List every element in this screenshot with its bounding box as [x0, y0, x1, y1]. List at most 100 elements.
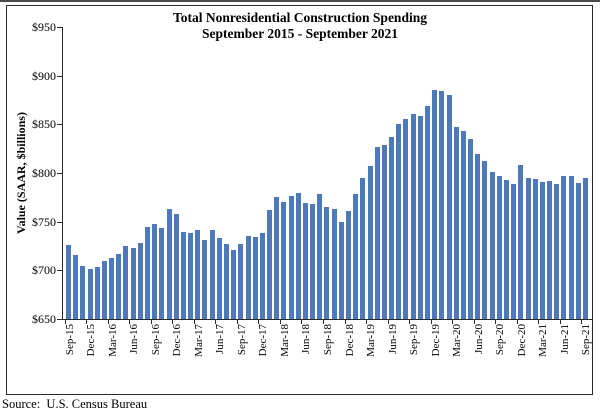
- bar-Apr-17: [202, 240, 208, 319]
- bar-Aug-18: [317, 194, 323, 319]
- x-tick-label: Sep-16: [149, 324, 162, 356]
- x-tick-label: Dec-17: [257, 324, 270, 357]
- bar-Sep-18: [324, 207, 330, 319]
- x-tick-label: Dec-15: [85, 324, 98, 357]
- x-tick: [107, 320, 109, 324]
- x-tick: [129, 320, 131, 324]
- x-tick: [86, 320, 88, 324]
- x-tick: [258, 320, 260, 324]
- bar-Jan-20: [439, 91, 445, 319]
- bar-Apr-21: [547, 180, 553, 319]
- bar-Apr-20: [460, 131, 466, 319]
- bar-May-18: [295, 193, 301, 319]
- bar-Jun-18: [302, 203, 308, 319]
- bar-Aug-19: [403, 119, 409, 319]
- chart-subtitle: September 2015 - September 2021: [202, 26, 398, 41]
- y-tick: [57, 75, 62, 77]
- bar-Jun-21: [561, 175, 567, 319]
- bar-Feb-20: [446, 95, 452, 319]
- bar-Oct-15: [73, 254, 79, 319]
- bar-Feb-18: [274, 197, 280, 319]
- x-tick: [150, 320, 152, 324]
- x-tick-label: Dec-19: [429, 324, 442, 357]
- x-tick-label: Mar-19: [365, 324, 378, 357]
- bar-Dec-18: [346, 210, 352, 319]
- bar-Mar-21: [539, 181, 545, 319]
- y-tick: [57, 319, 62, 320]
- bar-Apr-16: [116, 253, 122, 319]
- x-tick-label: Mar-17: [192, 324, 205, 357]
- bar-Jan-16: [94, 267, 100, 319]
- y-tick: [57, 270, 62, 272]
- bar-Mar-19: [367, 166, 373, 319]
- bar-Dec-15: [87, 269, 93, 319]
- y-axis-line: [62, 27, 63, 319]
- x-tick: [215, 320, 217, 324]
- x-tick-label: Jun-17: [214, 324, 227, 354]
- bar-Feb-16: [101, 260, 107, 319]
- x-tick-label: Mar-18: [278, 324, 291, 357]
- bar-Mar-16: [109, 257, 115, 319]
- bar-Jul-20: [482, 161, 488, 319]
- bar-Jul-16: [137, 243, 143, 319]
- y-tick: [57, 27, 62, 28]
- x-tick-label: Mar-20: [451, 324, 464, 357]
- bar-Jun-20: [475, 153, 481, 319]
- chart-title-block: Total Nonresidential Construction Spendi…: [0, 10, 600, 42]
- bar-Jul-19: [396, 124, 402, 319]
- bar-Apr-18: [288, 196, 294, 319]
- y-tick: [57, 221, 62, 223]
- x-tick: [64, 320, 66, 324]
- y-tick-label: $750: [32, 214, 56, 229]
- bar-Jul-21: [568, 175, 574, 319]
- x-tick-label: Jun-21: [558, 324, 571, 354]
- x-tick: [193, 320, 195, 324]
- bar-Sep-15: [66, 245, 71, 319]
- bar-Dec-16: [173, 213, 179, 319]
- bar-Feb-19: [360, 177, 366, 319]
- bar-Oct-17: [245, 236, 251, 319]
- x-tick: [366, 320, 368, 324]
- x-tick: [172, 320, 174, 324]
- y-tick: [57, 173, 62, 174]
- bar-Aug-17: [231, 249, 237, 319]
- bar-Jan-21: [525, 177, 531, 319]
- y-tick: [57, 124, 62, 126]
- x-tick: [452, 320, 454, 324]
- x-tick-label: Dec-16: [171, 324, 184, 357]
- x-tick-label: Jun-19: [386, 324, 399, 354]
- bar-Mar-17: [195, 230, 201, 319]
- x-tick-label: Mar-21: [537, 324, 550, 357]
- y-tick-label: $900: [32, 68, 56, 83]
- bar-Aug-21: [575, 182, 581, 319]
- bar-Apr-19: [374, 146, 380, 319]
- bar-Dec-20: [518, 165, 524, 319]
- bar-Oct-19: [417, 115, 423, 319]
- x-tick-label: Sep-15: [63, 324, 76, 356]
- bar-Oct-16: [159, 228, 165, 319]
- x-tick: [322, 320, 324, 324]
- x-tick: [516, 320, 518, 324]
- x-tick: [279, 320, 281, 324]
- x-tick-label: Dec-20: [515, 324, 528, 357]
- bar-May-21: [554, 183, 560, 319]
- x-tick-label: Sep-20: [494, 324, 507, 356]
- bar-Nov-18: [338, 221, 344, 319]
- x-tick-label: Dec-18: [343, 324, 356, 357]
- chart-title: Total Nonresidential Construction Spendi…: [173, 10, 427, 25]
- bar-May-20: [468, 138, 474, 319]
- x-tick-label: Sep-18: [321, 324, 334, 356]
- bar-Nov-16: [166, 209, 172, 319]
- bar-Feb-17: [188, 233, 194, 319]
- y-tick-label: $700: [32, 263, 56, 278]
- x-tick-label: Sep-17: [235, 324, 248, 356]
- y-tick-label: $850: [32, 117, 56, 132]
- bar-Sep-21: [582, 177, 588, 319]
- bar-Mar-20: [453, 127, 459, 319]
- x-tick: [495, 320, 497, 324]
- y-tick-label: $650: [32, 312, 56, 326]
- bar-Aug-20: [489, 172, 495, 319]
- x-axis-line: [62, 319, 592, 320]
- bar-Feb-21: [532, 178, 538, 319]
